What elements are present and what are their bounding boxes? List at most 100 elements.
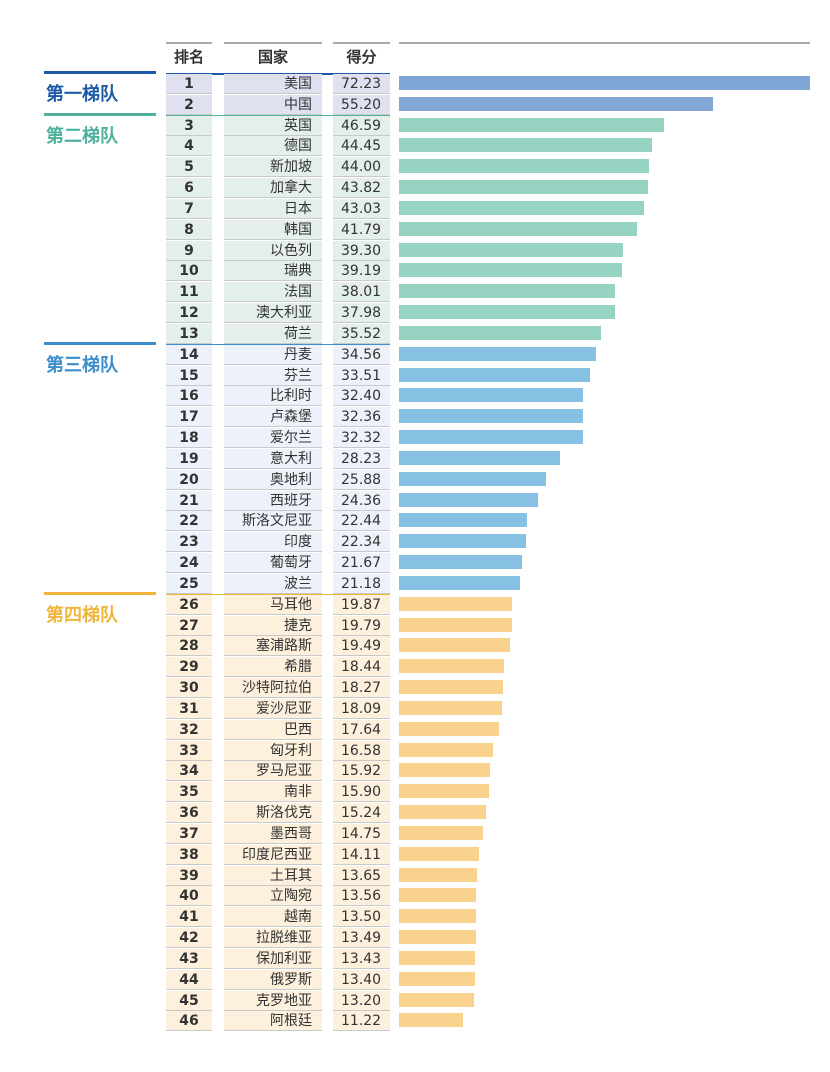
rank-cell: 39 [166,865,212,886]
tier-separator [166,343,390,346]
score-cell: 16.58 [333,740,390,761]
country-cell: 罗马尼亚 [224,761,322,782]
score-cell: 18.27 [333,678,390,699]
country-cell: 荷兰 [224,323,322,344]
score-bar [399,180,649,195]
country-cell: 沙特阿拉伯 [224,678,322,699]
rank-cell: 46 [166,1011,212,1032]
score-bar [399,117,665,132]
score-bar [399,534,527,549]
tier-label: 第四梯队 [46,604,118,626]
score-bar [399,76,810,90]
tier-label: 第三梯队 [46,354,118,376]
score-cell: 14.75 [333,823,390,844]
score-bar [399,305,616,320]
score-bar [399,346,596,361]
score-cell: 43.03 [333,198,390,219]
rank-cell: 12 [166,303,212,324]
rank-cell: 34 [166,761,212,782]
rank-cell: 26 [166,594,212,615]
rank-cell: 36 [166,803,212,824]
score-cell: 37.98 [333,303,390,324]
country-cell: 印度 [224,532,322,553]
rank-cell: 13 [166,323,212,344]
rank-cell: 20 [166,469,212,490]
country-cell: 德国 [224,136,322,157]
score-bar [399,1013,463,1028]
score-bar [399,825,483,840]
country-cell: 比利时 [224,386,322,407]
score-cell: 34.56 [333,344,390,365]
tier-line [44,112,156,116]
score-cell: 19.87 [333,594,390,615]
score-bar [399,513,527,528]
score-cell: 39.19 [333,261,390,282]
rank-cell: 7 [166,198,212,219]
country-cell: 克罗地亚 [224,990,322,1011]
rank-cell: 15 [166,365,212,386]
country-cell: 加拿大 [224,178,322,199]
rank-cell: 9 [166,240,212,261]
rank-cell: 41 [166,907,212,928]
score-cell: 17.64 [333,719,390,740]
score-bar [399,846,480,861]
score-cell: 25.88 [333,469,390,490]
score-bar [399,659,504,674]
rank-cell: 31 [166,698,212,719]
score-cell: 32.32 [333,428,390,449]
country-cell: 希腊 [224,657,322,678]
country-cell: 意大利 [224,448,322,469]
score-cell: 22.34 [333,532,390,553]
score-cell: 72.23 [333,74,390,94]
country-cell: 捷克 [224,615,322,636]
score-cell: 18.44 [333,657,390,678]
score-cell: 13.49 [333,928,390,949]
tier-separator [166,114,390,117]
rank-cell: 14 [166,344,212,365]
country-cell: 韩国 [224,219,322,240]
rank-cell: 27 [166,615,212,636]
country-cell: 巴西 [224,719,322,740]
score-bar [399,784,490,799]
country-cell: 芬兰 [224,365,322,386]
tier-separator [166,73,390,75]
rank-cell: 2 [166,94,212,115]
rank-cell: 22 [166,511,212,532]
score-bar [399,284,616,299]
rank-cell: 8 [166,219,212,240]
country-cell: 俄罗斯 [224,969,322,990]
rank-cell: 16 [166,386,212,407]
score-cell: 33.51 [333,365,390,386]
score-cell: 13.65 [333,865,390,886]
score-cell: 46.59 [333,115,390,136]
header-rank: 排名 [166,42,212,72]
country-cell: 土耳其 [224,865,322,886]
rank-cell: 32 [166,719,212,740]
country-cell: 斯洛伐克 [224,803,322,824]
country-cell: 拉脱维亚 [224,928,322,949]
score-bar [399,575,520,590]
country-cell: 法国 [224,282,322,303]
rank-cell: 10 [166,261,212,282]
tier-separator [166,593,390,596]
score-bar [399,805,486,820]
score-cell: 21.67 [333,553,390,574]
score-cell: 32.40 [333,386,390,407]
header-score: 得分 [333,42,390,72]
rank-cell: 1 [166,74,212,94]
score-bar [399,867,477,882]
score-bar [399,96,714,111]
rank-cell: 40 [166,886,212,907]
score-cell: 11.22 [333,1011,390,1032]
country-cell: 塞浦路斯 [224,636,322,657]
country-cell: 西班牙 [224,490,322,511]
country-cell: 印度尼西亚 [224,844,322,865]
score-bar [399,367,590,382]
rank-cell: 21 [166,490,212,511]
score-cell: 15.90 [333,782,390,803]
score-cell: 24.36 [333,490,390,511]
score-bar [399,555,523,570]
rank-cell: 45 [166,990,212,1011]
tier-line [44,71,156,74]
rank-cell: 18 [166,428,212,449]
